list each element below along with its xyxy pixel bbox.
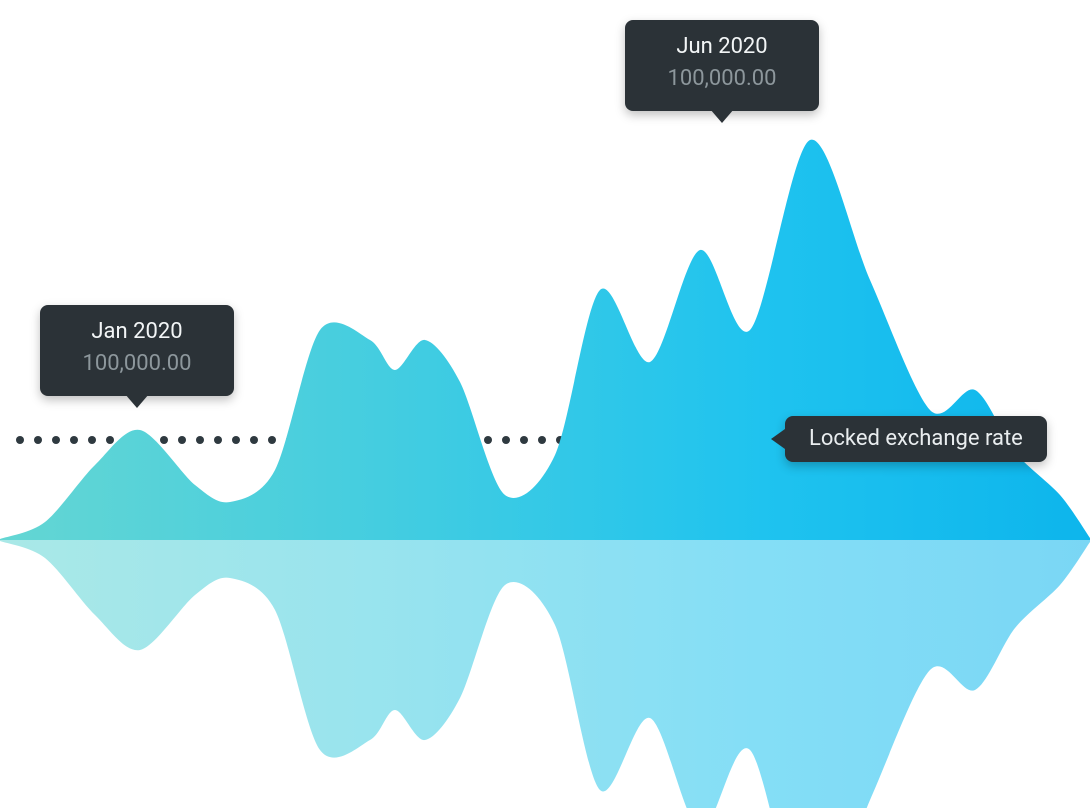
locked-rate-label: Locked exchange rate xyxy=(785,416,1047,462)
tooltip-jun-2020: Jun 2020 100,000.00 xyxy=(625,20,819,111)
tooltip-jan-value: 100,000.00 xyxy=(62,349,212,380)
locked-rate-label-text: Locked exchange rate xyxy=(809,426,1023,451)
tooltip-jun-value: 100,000.00 xyxy=(647,64,797,95)
tooltip-jun-title: Jun 2020 xyxy=(647,34,797,60)
tooltip-jan-2020: Jan 2020 100,000.00 xyxy=(40,305,234,396)
tooltip-jan-title: Jan 2020 xyxy=(62,319,212,345)
wave-reflection xyxy=(0,540,1090,808)
wave-chart xyxy=(0,0,1090,808)
